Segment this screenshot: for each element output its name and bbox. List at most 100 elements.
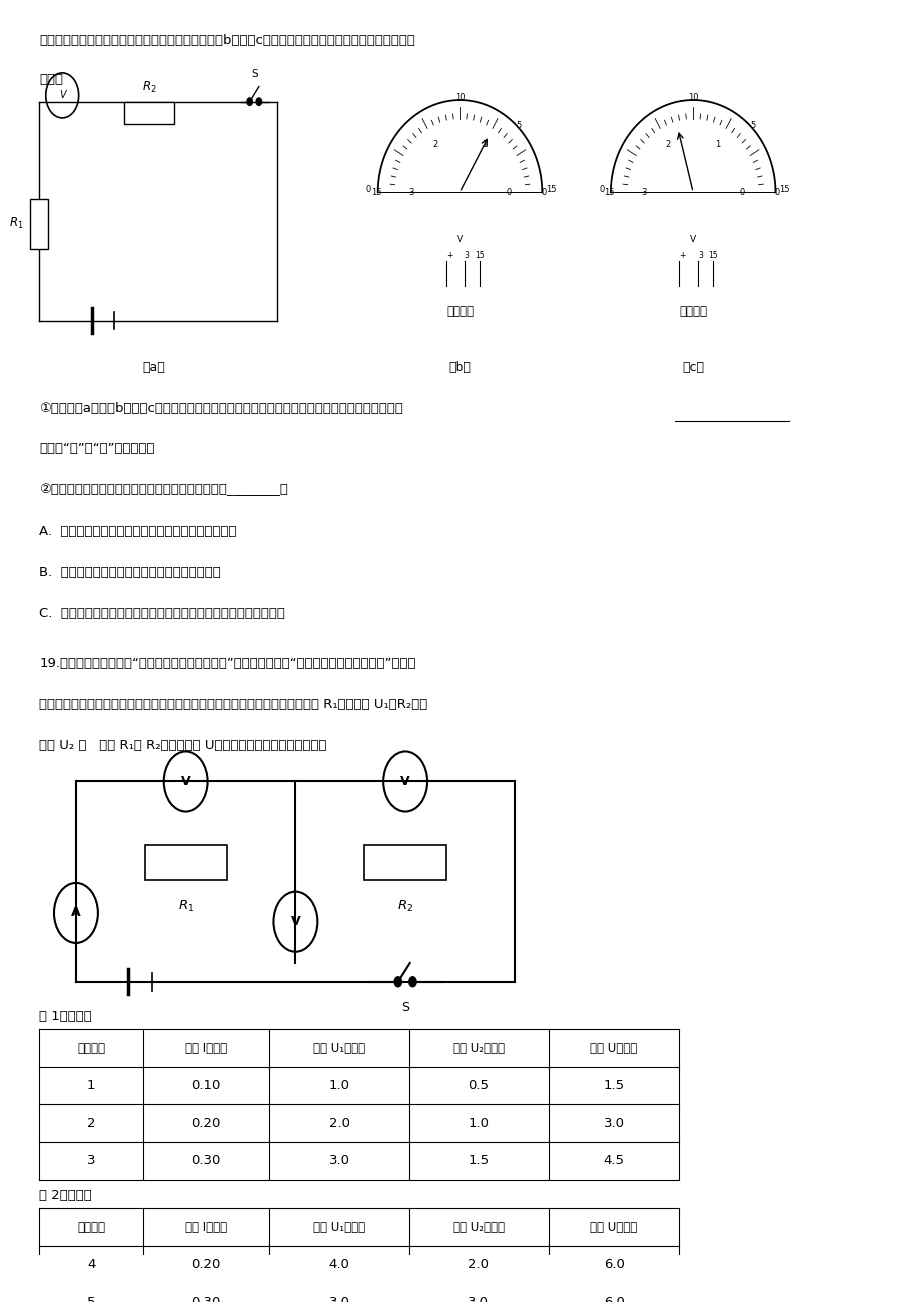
Text: 电压 U（伏）: 电压 U（伏） bbox=[590, 1042, 637, 1055]
Text: 电流 I（安）: 电流 I（安） bbox=[185, 1220, 227, 1233]
Text: 15: 15 bbox=[475, 250, 484, 259]
Text: 电压 U₁（伏）: 电压 U₁（伏） bbox=[312, 1220, 365, 1233]
Text: 1.5: 1.5 bbox=[603, 1079, 624, 1092]
Text: $R_1$: $R_1$ bbox=[9, 216, 24, 232]
Text: （b）: （b） bbox=[448, 361, 471, 374]
Text: 0.30: 0.30 bbox=[191, 1295, 221, 1302]
Bar bbox=[364, 845, 446, 880]
Text: 3: 3 bbox=[464, 250, 470, 259]
Text: 0.20: 0.20 bbox=[191, 1258, 221, 1271]
Text: ②关于对光敏电阵的讨论，以下说法中正确的选项是________。: ②关于对光敏电阵的讨论，以下说法中正确的选项是________。 bbox=[40, 483, 288, 496]
Text: 敏电阵处于不同环境下，电压表指针分别位于如图（b）、（c）所示的位置。请根据上述内容，答复以下: 敏电阵处于不同环境下，电压表指针分别位于如图（b）、（c）所示的位置。请根据上述… bbox=[40, 34, 414, 47]
Text: V: V bbox=[181, 775, 190, 788]
Text: 0: 0 bbox=[598, 185, 604, 194]
Text: $R_2$: $R_2$ bbox=[397, 900, 413, 914]
Text: （a）: （a） bbox=[142, 361, 165, 374]
Text: 表 2（小敏）: 表 2（小敏） bbox=[40, 1189, 92, 1202]
Bar bbox=[124, 102, 174, 124]
Text: C.  将光敏电阵与灯串联后接入照明电路可实现白天息灯、夜间发光: C. 将光敏电阵与灯串联后接入照明电路可实现白天息灯、夜间发光 bbox=[40, 607, 285, 620]
Text: 实验序号: 实验序号 bbox=[77, 1220, 105, 1233]
Text: （c）: （c） bbox=[682, 361, 703, 374]
Text: +: + bbox=[678, 250, 685, 259]
Text: 0.20: 0.20 bbox=[191, 1117, 221, 1130]
Text: 0.10: 0.10 bbox=[191, 1079, 221, 1092]
Text: 问题。: 问题。 bbox=[40, 73, 63, 86]
Circle shape bbox=[408, 976, 415, 987]
Text: V: V bbox=[400, 775, 410, 788]
Text: ①根据图（a）、（b）、（c）所示信息及相关条件，可得出初步结论：光照强，光敏电阵的阵值越: ①根据图（a）、（b）、（c）所示信息及相关条件，可得出初步结论：光照强，光敏电… bbox=[40, 402, 403, 415]
Text: $R_2$: $R_2$ bbox=[142, 81, 156, 95]
Circle shape bbox=[246, 98, 252, 105]
Text: 3.0: 3.0 bbox=[603, 1117, 624, 1130]
Text: 2: 2 bbox=[665, 139, 670, 148]
Text: S: S bbox=[251, 69, 257, 79]
Bar bbox=[30, 199, 49, 249]
Text: 表 1（小李）: 表 1（小李） bbox=[40, 1010, 92, 1023]
Text: 1.0: 1.0 bbox=[468, 1117, 489, 1130]
Text: 4.5: 4.5 bbox=[603, 1155, 624, 1168]
Text: 1.5: 1.5 bbox=[468, 1155, 489, 1168]
Text: +: + bbox=[446, 250, 452, 259]
Text: 0: 0 bbox=[541, 187, 546, 197]
Text: 1: 1 bbox=[714, 139, 720, 148]
Text: 3: 3 bbox=[407, 187, 413, 197]
Text: 2.0: 2.0 bbox=[328, 1117, 349, 1130]
Text: 2.0: 2.0 bbox=[468, 1258, 489, 1271]
Text: 6.0: 6.0 bbox=[603, 1295, 624, 1302]
Text: 4: 4 bbox=[87, 1258, 96, 1271]
Text: 3: 3 bbox=[698, 250, 702, 259]
Text: 3.0: 3.0 bbox=[468, 1295, 489, 1302]
Text: V: V bbox=[59, 90, 65, 100]
Text: 3.0: 3.0 bbox=[328, 1295, 349, 1302]
Text: A: A bbox=[71, 906, 81, 919]
Text: S: S bbox=[401, 1000, 409, 1013]
Text: 15: 15 bbox=[546, 185, 556, 194]
Text: 4.0: 4.0 bbox=[328, 1258, 349, 1271]
Text: 5: 5 bbox=[87, 1295, 96, 1302]
Text: A.  亮电阵与暗电阵的差异越大，光敏电阵的性能越好: A. 亮电阵与暗电阵的差异越大，光敏电阵的性能越好 bbox=[40, 525, 236, 538]
Text: 15: 15 bbox=[603, 187, 614, 197]
Text: $R_1$: $R_1$ bbox=[177, 900, 194, 914]
Text: 10: 10 bbox=[454, 94, 465, 103]
Text: 照暗环境: 照暗环境 bbox=[678, 305, 707, 318]
Bar bbox=[144, 845, 227, 880]
Text: （选填“大”或“小”）；依据是: （选填“大”或“小”）；依据是 bbox=[40, 441, 154, 454]
Text: 电压 U₂（伏）: 电压 U₂（伏） bbox=[452, 1042, 505, 1055]
Text: 5: 5 bbox=[516, 121, 522, 130]
Text: 19.小李和小敏在完成了“探究串联电路的电流规律”实验后，想继续“探究串联电路的电压规律”，他们: 19.小李和小敏在完成了“探究串联电路的电流规律”实验后，想继续“探究串联电路的… bbox=[40, 656, 415, 669]
Text: 2: 2 bbox=[432, 139, 437, 148]
Text: 0: 0 bbox=[366, 185, 370, 194]
Text: V: V bbox=[290, 915, 300, 928]
Text: 在原有电路中添加多个电压表，按照如以下图的电路进行了屡次实验，分别测量 R₁两端电压 U₁、R₂两端: 在原有电路中添加多个电压表，按照如以下图的电路进行了屡次实验，分别测量 R₁两端… bbox=[40, 698, 427, 711]
Text: 3.0: 3.0 bbox=[328, 1155, 349, 1168]
Circle shape bbox=[255, 98, 261, 105]
Text: 实验序号: 实验序号 bbox=[77, 1042, 105, 1055]
Text: 5: 5 bbox=[749, 121, 754, 130]
Text: 电流 I（安）: 电流 I（安） bbox=[185, 1042, 227, 1055]
Text: 电压 U₂ ，   以及 R₁和 R₂两端总电压 U，并将实验数据记录在下表中。: 电压 U₂ ， 以及 R₁和 R₂两端总电压 U，并将实验数据记录在下表中。 bbox=[40, 740, 326, 753]
Text: 电压 U（伏）: 电压 U（伏） bbox=[590, 1220, 637, 1233]
Text: 0.5: 0.5 bbox=[468, 1079, 489, 1092]
Text: 0: 0 bbox=[506, 187, 512, 197]
Text: 3: 3 bbox=[641, 187, 646, 197]
Text: V: V bbox=[689, 236, 696, 245]
Text: 0: 0 bbox=[739, 187, 744, 197]
Text: 3: 3 bbox=[87, 1155, 96, 1168]
Text: 15: 15 bbox=[708, 250, 718, 259]
Text: 15: 15 bbox=[370, 187, 380, 197]
Text: 0.30: 0.30 bbox=[191, 1155, 221, 1168]
Text: 6.0: 6.0 bbox=[603, 1258, 624, 1271]
Text: 1: 1 bbox=[87, 1079, 96, 1092]
Text: 电压 U₂（伏）: 电压 U₂（伏） bbox=[452, 1220, 505, 1233]
Text: 15: 15 bbox=[778, 185, 789, 194]
Text: 10: 10 bbox=[687, 94, 698, 103]
Text: 1: 1 bbox=[482, 139, 487, 148]
Text: 2: 2 bbox=[87, 1117, 96, 1130]
Circle shape bbox=[393, 976, 401, 987]
Text: 1.0: 1.0 bbox=[328, 1079, 349, 1092]
Text: B.  如果暗电阵接近于零，说明该光敏电阵已损坏: B. 如果暗电阵接近于零，说明该光敏电阵已损坏 bbox=[40, 566, 221, 579]
Text: 电压 U₁（伏）: 电压 U₁（伏） bbox=[312, 1042, 365, 1055]
Text: 0: 0 bbox=[774, 187, 779, 197]
Text: 强光照射: 强光照射 bbox=[446, 305, 473, 318]
Text: V: V bbox=[457, 236, 462, 245]
